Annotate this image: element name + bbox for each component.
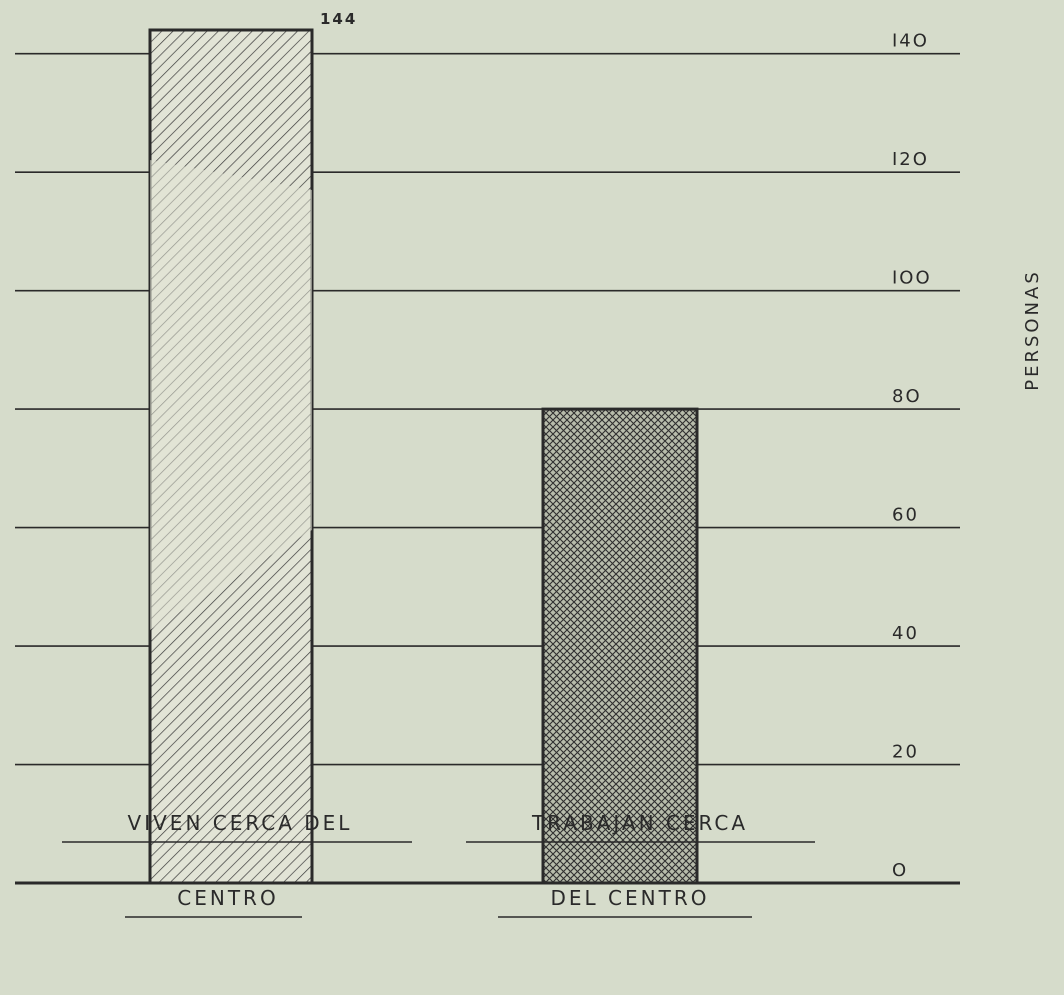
y-tick-label-100: IOO (892, 268, 932, 289)
y-axis-label: PERSONAS (1022, 269, 1043, 391)
bar-2 (541, 407, 699, 885)
category-label-1-line-2: CENTRO (177, 886, 278, 910)
data-label-1: 144 (320, 10, 357, 28)
y-tick-label-20: 20 (892, 742, 919, 763)
y-tick-label-60: 60 (892, 505, 919, 526)
y-tick-label-0: O (892, 860, 908, 881)
category-label-1-line-1: VIVEN CERCA DEL (128, 811, 353, 835)
y-tick-label-80: 8O (892, 386, 922, 407)
bar-1-sheen (150, 160, 312, 630)
bars (148, 28, 699, 885)
category-label-2-line-2: DEL CENTRO (551, 886, 710, 910)
category-label-2-line-1: TRABAJAN CERCA (531, 811, 748, 835)
y-tick-label-140: I4O (892, 31, 929, 52)
y-tick-label-40: 40 (892, 623, 919, 644)
labels: O 20 40 60 8O IOO I2O I4O 144 VIVEN CERCA DEL CENT… (62, 10, 1043, 918)
y-tick-label-120: I2O (892, 149, 929, 170)
